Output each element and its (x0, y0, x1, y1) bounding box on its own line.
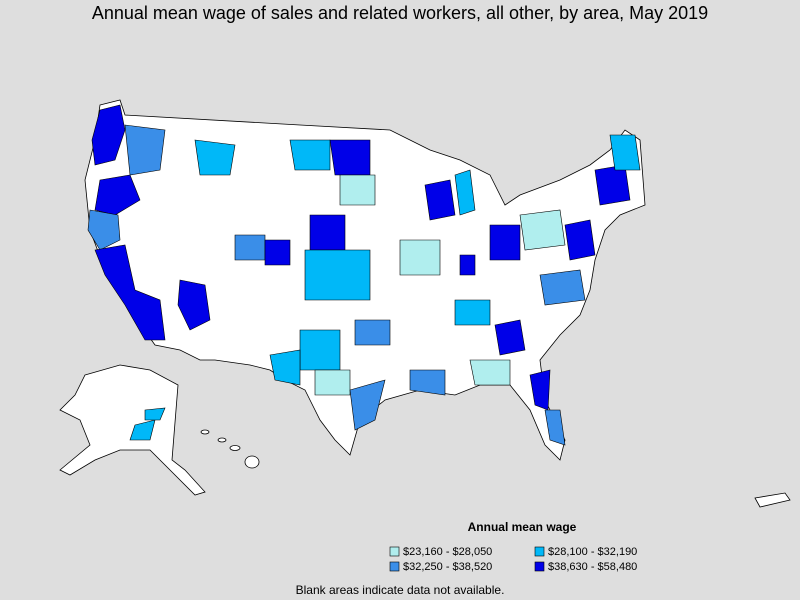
wage-area (87, 209, 121, 251)
legend-label: $38,630 - $58,480 (548, 561, 637, 573)
wage-area (564, 219, 596, 261)
map-title: Annual mean wage of sales and related wo… (92, 3, 708, 23)
legend-title: Annual mean wage (468, 520, 577, 534)
legend-swatch (389, 546, 400, 557)
wage-area (94, 174, 141, 216)
wage-area (594, 164, 631, 206)
wage-area (144, 407, 166, 421)
wage-area (91, 104, 126, 166)
wage-area (349, 379, 386, 431)
wage-area (314, 369, 351, 396)
legend: Annual mean wage $23,160 - $28,050 $28,10… (389, 520, 637, 573)
wage-areas (87, 104, 641, 446)
map (59, 99, 791, 508)
wage-area (129, 419, 156, 441)
wage-area (539, 269, 586, 306)
wage-area (329, 139, 371, 176)
wage-area (544, 409, 566, 446)
wage-area (234, 234, 266, 261)
wage-area (354, 319, 391, 346)
legend-swatch (534, 561, 545, 572)
wage-area (519, 209, 566, 251)
wage-area (469, 359, 511, 386)
wage-area (409, 369, 446, 396)
wage-area (339, 174, 376, 206)
footnote: Blank areas indicate data not available. (296, 583, 505, 597)
legend-label: $28,100 - $32,190 (548, 546, 637, 558)
wage-area (494, 319, 526, 356)
wage-area (489, 224, 521, 261)
wage-area (304, 249, 371, 301)
wage-area (94, 244, 166, 341)
wage-area (459, 254, 476, 276)
wage-area (177, 279, 211, 331)
wage-area (399, 239, 441, 276)
wage-area (264, 239, 291, 266)
wage-area (309, 214, 346, 251)
puerto-rico (754, 492, 791, 508)
wage-area (269, 349, 301, 386)
wage-area (124, 124, 166, 176)
hawaii (200, 429, 260, 469)
wage-area (194, 139, 236, 176)
wage-area (424, 179, 456, 221)
wage-area (454, 299, 491, 326)
wage-area (299, 329, 341, 371)
wage-area (609, 134, 641, 171)
legend-label: $23,160 - $28,050 (403, 546, 492, 558)
wage-area (289, 139, 331, 171)
legend-label: $32,250 - $38,520 (403, 561, 492, 573)
legend-swatch (389, 561, 400, 572)
alaska (59, 364, 206, 496)
legend-swatch (534, 546, 545, 557)
wage-area (454, 169, 476, 216)
